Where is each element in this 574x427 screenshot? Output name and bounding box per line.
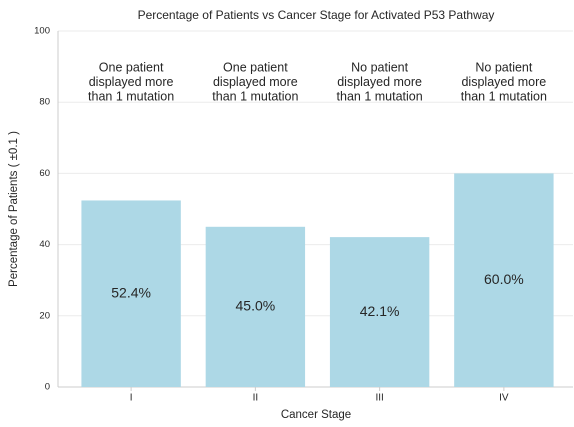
- x-tick-label: II: [253, 393, 259, 404]
- y-tick-label: 0: [45, 382, 50, 393]
- annotation: No patient: [475, 60, 533, 74]
- value-label: 60.0%: [484, 271, 524, 287]
- annotation: displayed more: [89, 75, 174, 89]
- annotation: displayed more: [213, 75, 298, 89]
- x-axis-label: Cancer Stage: [281, 409, 351, 421]
- annotation: than 1 mutation: [212, 89, 298, 103]
- annotation: One patient: [223, 60, 288, 74]
- value-label: 45.0%: [236, 298, 276, 314]
- bar: [454, 173, 554, 387]
- annotation: One patient: [99, 60, 164, 74]
- y-tick-label: 40: [39, 239, 50, 250]
- value-label: 52.4%: [111, 284, 151, 300]
- annotation: than 1 mutation: [461, 89, 547, 103]
- annotation: No patient: [351, 60, 409, 74]
- bar: [81, 200, 181, 387]
- y-tick-label: 100: [34, 26, 50, 37]
- annotation: than 1 mutation: [337, 89, 423, 103]
- annotation: than 1 mutation: [88, 89, 174, 103]
- y-tick-label: 20: [39, 310, 50, 321]
- x-tick-label: III: [375, 393, 383, 404]
- x-tick-label: I: [130, 393, 133, 404]
- annotation: displayed more: [461, 75, 546, 89]
- y-axis-label: Percentage of Patients ( ±0.1 ): [8, 131, 20, 287]
- annotation: displayed more: [337, 75, 422, 89]
- bar: [205, 226, 306, 387]
- y-tick-label: 60: [39, 168, 50, 179]
- x-tick-label: IV: [499, 393, 509, 404]
- y-tick-label: 80: [39, 97, 50, 108]
- value-label: 42.1%: [360, 303, 400, 319]
- chart-title: Percentage of Patients vs Cancer Stage f…: [138, 8, 495, 22]
- bar: [329, 237, 430, 387]
